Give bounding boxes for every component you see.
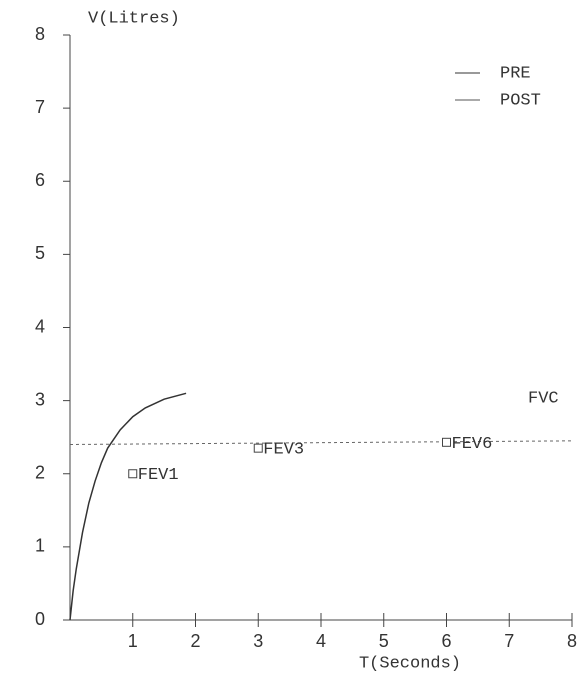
x-tick-label: 7 <box>504 631 514 651</box>
legend-label: POST <box>500 91 541 110</box>
y-axis-label: V(Litres) <box>88 9 180 28</box>
x-tick-label: 8 <box>567 631 577 651</box>
x-axis-label: T(Seconds) <box>359 654 461 673</box>
y-tick-label: 2 <box>35 463 45 483</box>
y-tick-label: 4 <box>35 316 45 336</box>
x-tick-label: 3 <box>253 631 263 651</box>
y-tick-label: 6 <box>35 170 45 190</box>
point-label: FEV6 <box>452 435 493 454</box>
point-label: FEV3 <box>263 441 304 460</box>
y-tick-label: 1 <box>35 536 45 556</box>
series-line <box>69 392 187 621</box>
point-marker <box>128 469 138 479</box>
point-label: FEV1 <box>138 466 179 485</box>
x-tick-label: 2 <box>190 631 200 651</box>
fvc-label: FVC <box>528 389 559 408</box>
y-tick-label: 5 <box>35 243 45 263</box>
x-tick-label: 1 <box>128 631 138 651</box>
y-tick-label: 3 <box>35 389 45 409</box>
x-tick-label: 4 <box>316 631 326 651</box>
y-tick-label: 8 <box>35 24 45 44</box>
point-marker <box>253 443 263 453</box>
fvc-line <box>69 440 573 445</box>
x-tick-label: 5 <box>379 631 389 651</box>
point-marker <box>442 437 451 447</box>
legend-label: PRE <box>500 64 531 83</box>
y-tick-label: 7 <box>35 97 45 117</box>
y-tick-label: 0 <box>35 609 45 629</box>
x-tick-label: 6 <box>441 631 451 651</box>
